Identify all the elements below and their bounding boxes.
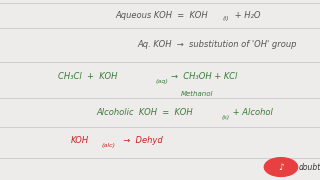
Text: (alc): (alc) (102, 143, 116, 148)
Text: CH₃Cl  +  KOH: CH₃Cl + KOH (58, 72, 117, 81)
Text: ♪: ♪ (278, 163, 284, 172)
Text: →  CH₃OH + KCl: → CH₃OH + KCl (171, 72, 237, 81)
Text: KOH: KOH (70, 136, 89, 145)
Circle shape (264, 158, 298, 176)
Text: Aqueous KOH  =  KOH: Aqueous KOH = KOH (115, 11, 208, 20)
Text: (aq): (aq) (155, 79, 168, 84)
Text: + Alcohol: + Alcohol (230, 108, 273, 117)
Text: Alcoholic  KOH  =  KOH: Alcoholic KOH = KOH (96, 108, 193, 117)
Text: →  Dehyd: → Dehyd (118, 136, 163, 145)
Text: doubtnut: doubtnut (299, 163, 320, 172)
Text: Methanol: Methanol (181, 91, 213, 97)
Text: (s): (s) (221, 115, 230, 120)
Text: Aq. KOH  →  substitution of 'OH' group: Aq. KOH → substitution of 'OH' group (138, 40, 297, 49)
Text: + H₂O: + H₂O (232, 11, 260, 20)
Text: (l): (l) (222, 16, 229, 21)
